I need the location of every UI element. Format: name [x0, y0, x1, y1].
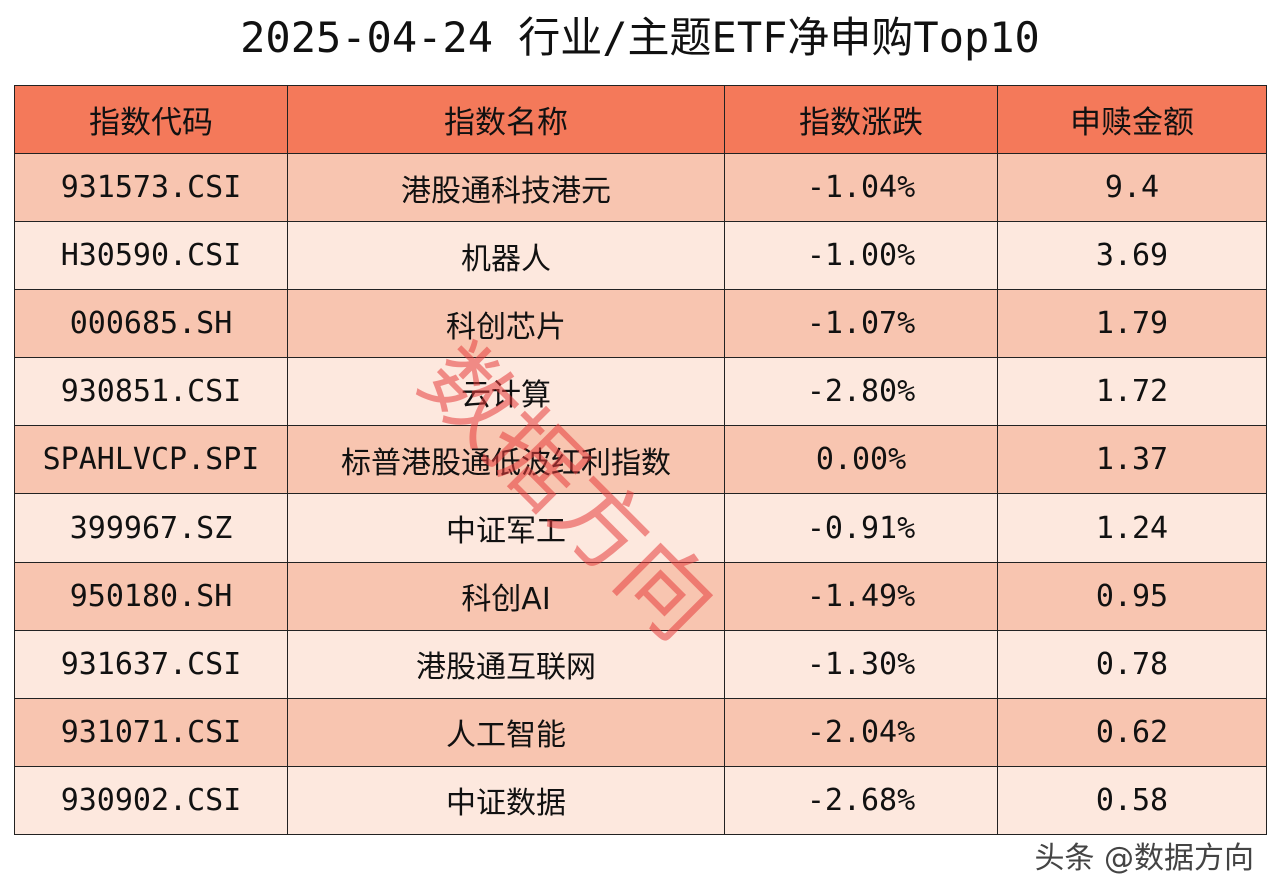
cell-index-code: 930851.CSI: [14, 357, 288, 427]
table-row: 931071.CSI 人工智能 -2.04% 0.62: [14, 697, 1267, 767]
cell-index-code: 931071.CSI: [14, 697, 288, 767]
cell-net-subscription: 0.78: [997, 629, 1267, 699]
cell-index-name: 科创芯片: [287, 289, 725, 359]
cell-net-subscription: 9.4: [997, 152, 1267, 223]
table-row: 399967.SZ 中证军工 -0.91% 1.24: [14, 493, 1267, 563]
chart-title: 2025-04-24 行业/主题ETF净申购Top10: [240, 13, 1040, 62]
table-row: 930851.CSI 云计算 -2.80% 1.72: [14, 357, 1267, 427]
cell-index-name: 机器人: [287, 221, 725, 291]
cell-index-change: -1.00%: [724, 221, 998, 291]
cell-net-subscription: 0.58: [997, 765, 1267, 836]
cell-index-code: H30590.CSI: [14, 221, 288, 291]
column-header-index-code: 指数代码: [14, 85, 288, 154]
column-header-index-change: 指数涨跌: [724, 85, 998, 154]
cell-index-code: SPAHLVCP.SPI: [14, 425, 288, 495]
cell-net-subscription: 1.37: [997, 425, 1267, 495]
table-header-row: 指数代码 指数名称 指数涨跌 申赎金额: [14, 85, 1267, 154]
cell-index-change: -1.04%: [724, 152, 998, 223]
cell-index-change: -1.30%: [724, 629, 998, 699]
table-row: 000685.SH 科创芯片 -1.07% 1.79: [14, 289, 1267, 359]
cell-index-code: 000685.SH: [14, 289, 288, 359]
cell-net-subscription: 1.79: [997, 289, 1267, 359]
table-row: 931573.CSI 港股通科技港元 -1.04% 9.4: [14, 152, 1267, 223]
column-header-index-name: 指数名称: [287, 85, 725, 154]
cell-index-code: 931637.CSI: [14, 629, 288, 699]
cell-index-name: 人工智能: [287, 697, 725, 767]
cell-index-name: 港股通科技港元: [287, 152, 725, 223]
table-row: 931637.CSI 港股通互联网 -1.30% 0.78: [14, 629, 1267, 699]
cell-net-subscription: 0.62: [997, 697, 1267, 767]
cell-index-name: 中证军工: [287, 493, 725, 563]
cell-index-code: 399967.SZ: [14, 493, 288, 563]
cell-index-change: -1.49%: [724, 561, 998, 631]
table-row: 950180.SH 科创AI -1.49% 0.95: [14, 561, 1267, 631]
cell-index-code: 930902.CSI: [14, 765, 288, 836]
cell-index-change: -2.04%: [724, 697, 998, 767]
source-credit: 头条 @数据方向: [1034, 841, 1254, 876]
cell-net-subscription: 1.72: [997, 357, 1267, 427]
table-row: SPAHLVCP.SPI 标普港股通低波红利指数 0.00% 1.37: [14, 425, 1267, 495]
cell-index-code: 931573.CSI: [14, 152, 288, 223]
cell-index-name: 中证数据: [287, 765, 725, 836]
cell-net-subscription: 3.69: [997, 221, 1267, 291]
table-row: 930902.CSI 中证数据 -2.68% 0.58: [14, 765, 1267, 836]
table-row: H30590.CSI 机器人 -1.00% 3.69: [14, 221, 1267, 291]
column-header-net-subscription: 申赎金额: [997, 85, 1267, 154]
cell-net-subscription: 0.95: [997, 561, 1267, 631]
cell-index-change: 0.00%: [724, 425, 998, 495]
etf-table: 指数代码 指数名称 指数涨跌 申赎金额 931573.CSI 港股通科技港元 -1.…: [14, 85, 1267, 836]
cell-index-name: 标普港股通低波红利指数: [287, 425, 725, 495]
cell-index-change: -2.80%: [724, 357, 998, 427]
cell-index-name: 云计算: [287, 357, 725, 427]
cell-index-name: 科创AI: [287, 561, 725, 631]
cell-index-change: -0.91%: [724, 493, 998, 563]
cell-index-change: -2.68%: [724, 765, 998, 836]
table-body: 931573.CSI 港股通科技港元 -1.04% 9.4 H30590.CSI 机器人 -…: [14, 152, 1267, 836]
cell-net-subscription: 1.24: [997, 493, 1267, 563]
cell-index-code: 950180.SH: [14, 561, 288, 631]
cell-index-change: -1.07%: [724, 289, 998, 359]
cell-index-name: 港股通互联网: [287, 629, 725, 699]
